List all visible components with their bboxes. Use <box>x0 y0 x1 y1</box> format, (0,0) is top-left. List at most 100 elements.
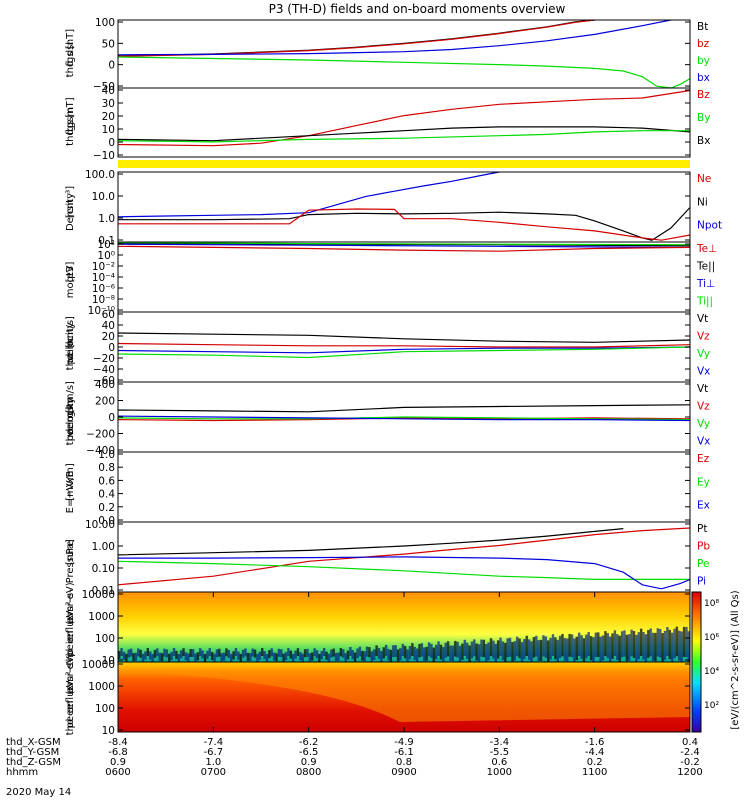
ephemeris-value: 0900 <box>391 767 416 778</box>
spectrogram-noise <box>659 628 662 658</box>
spectrogram-noise <box>535 635 538 657</box>
spectrogram-noise <box>432 647 435 662</box>
spectrogram-noise <box>506 638 509 658</box>
ephemeris-label: thd_Z-GSM <box>6 757 61 768</box>
spectrogram-noise <box>182 648 185 657</box>
y-tick-label: 1.0 <box>98 213 115 225</box>
spectrogram-noise <box>594 632 598 658</box>
spectrogram-noise <box>630 629 633 657</box>
spectrogram-noise <box>263 651 266 660</box>
series-Pb <box>117 527 691 586</box>
y-label-line: en <box>65 631 76 644</box>
spectrogram-noise <box>411 643 414 657</box>
series-by <box>117 56 691 89</box>
spectrogram-noise <box>256 653 259 662</box>
y-label-line: thd <box>65 719 76 736</box>
ephemeris-label: hhmm <box>6 767 38 778</box>
y-label-line: [nPa] <box>65 539 76 565</box>
spectrogram-noise <box>587 632 590 657</box>
y-tick-label: 100 <box>95 703 115 715</box>
colorbar: 10⁸ 10⁶ 10⁴ 10² [eV/(cm^2-s-sr-eV)] (All Qs) <box>691 590 741 733</box>
spectrogram-noise <box>194 653 197 662</box>
legend-Vt: Vt <box>697 313 708 325</box>
series-Ti|| <box>117 241 691 246</box>
y-tick-label: 20 <box>102 331 115 343</box>
y-label-line: eflux <box>65 685 76 710</box>
spectrogram-noise <box>361 650 364 661</box>
spectrogram-noise <box>313 648 316 657</box>
spectrogram-band <box>118 670 690 722</box>
y-tick-label: 0 <box>108 137 115 149</box>
y-label-line: peem <box>65 413 76 441</box>
spectrogram-noise <box>520 642 524 662</box>
spectrogram-noise <box>368 647 371 658</box>
panel-peer: 10000100010010thdpeerenefluxeV(cm²-s-sr-… <box>65 652 691 737</box>
legend-Te||: Te|| <box>696 261 715 273</box>
legend-bx: bx <box>697 72 710 84</box>
y-tick-label: 30 <box>102 98 115 110</box>
y-tick-label: 50 <box>102 38 115 50</box>
spectrogram-noise <box>346 650 350 660</box>
spectrogram-noise <box>644 634 648 662</box>
y-tick-label: 0.8 <box>98 462 115 474</box>
ephemeris-value: -6.8 <box>108 747 128 758</box>
spectrogram-noise <box>463 639 466 657</box>
spectrogram-noise <box>246 652 250 661</box>
spectrogram-noise <box>384 644 388 657</box>
y-label-line: [nT] <box>65 97 76 117</box>
y-tick-label: 10⁻² <box>92 261 115 273</box>
legend-Vz: Vz <box>697 401 710 413</box>
ephemeris-value: -7.4 <box>204 737 224 748</box>
ephemeris-value: 0.8 <box>396 757 412 768</box>
spectrogram-noise <box>244 648 247 657</box>
spectrogram-noise <box>427 642 431 657</box>
ephemeris-value: 1000 <box>487 767 512 778</box>
spectrogram-noise <box>539 639 543 661</box>
spectrogram-noise <box>480 639 483 657</box>
spectrogram-noise <box>210 651 214 660</box>
y-axis-label: Density[cm⁻³] <box>65 186 76 231</box>
spectrogram-noise <box>170 651 173 660</box>
spectrogram-noise <box>473 639 476 657</box>
spectrogram-noise <box>230 653 233 662</box>
spectrogram-noise <box>620 631 624 658</box>
y-label-line: thd <box>65 429 76 446</box>
y-label-line: fgs <box>65 51 76 66</box>
spectrogram-noise <box>604 631 607 657</box>
spectrogram-noise <box>225 648 228 657</box>
spectrogram-noise <box>339 647 343 657</box>
spectrogram-noise <box>151 653 154 662</box>
spectrogram-noise <box>637 632 640 660</box>
spectrogram-noise <box>613 630 617 657</box>
y-label-line: peer <box>65 705 76 729</box>
spectrogram-noise <box>663 630 667 660</box>
legend-Vx: Vx <box>697 366 710 378</box>
spectrogram-noise <box>487 642 490 661</box>
ephemeris-value: 0.2 <box>587 757 603 768</box>
spectrogram-noise <box>446 641 450 657</box>
spectrogram-noise <box>477 644 481 662</box>
spectrogram-noise <box>196 652 200 661</box>
ephemeris-value: 0700 <box>201 767 226 778</box>
spectrogram-noise <box>439 644 443 660</box>
spectrogram-noise <box>537 640 540 662</box>
spectrogram-noise <box>358 646 362 657</box>
spectrogram-noise <box>420 643 424 657</box>
ephemeris-value: -5.5 <box>490 747 510 758</box>
spectrogram-noise <box>191 649 195 658</box>
y-label-line: thd <box>65 649 76 666</box>
spectrogram-noise <box>327 653 331 662</box>
spectrogram-noise <box>232 651 235 660</box>
spectrogram-noise <box>291 653 295 662</box>
panel-frame <box>117 241 691 313</box>
y-tick-label: 10² <box>97 239 115 251</box>
spectrogram-noise <box>454 640 457 657</box>
ephemeris-label: thd_X-GSM <box>6 737 61 748</box>
spectrogram-noise <box>122 651 126 660</box>
spectrogram-noise <box>523 639 526 660</box>
spectrogram-noise <box>320 651 323 660</box>
spectrogram-noise <box>249 653 252 662</box>
